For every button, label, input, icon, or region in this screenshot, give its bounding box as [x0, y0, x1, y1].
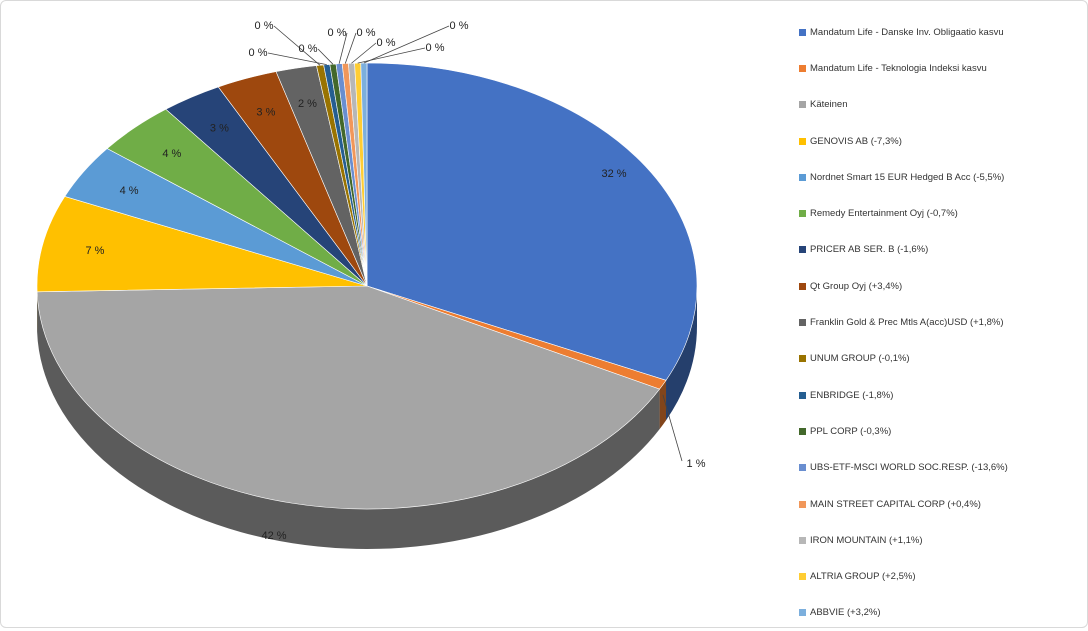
slice-label-8: 2 % — [298, 98, 317, 110]
legend-swatch — [799, 101, 806, 108]
legend-swatch — [799, 537, 806, 544]
legend-label: UNUM GROUP (-0,1%) — [810, 353, 910, 364]
legend-label: ALTRIA GROUP (+2,5%) — [810, 571, 916, 582]
leader-line-11 — [318, 49, 333, 64]
legend-item: Mandatum Life - Danske Inv. Obligaatio k… — [799, 14, 1084, 50]
slice-label-1: 1 % — [687, 458, 706, 470]
legend-item: PPL CORP (-0,3%) — [799, 413, 1084, 449]
legend-label: ABBVIE (+3,2%) — [810, 607, 881, 618]
slice-label-2: 42 % — [261, 530, 286, 542]
slice-label-9: 0 % — [255, 20, 274, 32]
legend-item: GENOVIS AB (-7,3%) — [799, 123, 1084, 159]
legend: Mandatum Life - Danske Inv. Obligaatio k… — [799, 14, 1084, 631]
legend-swatch — [799, 174, 806, 181]
legend-swatch — [799, 138, 806, 145]
legend-item: UBS-ETF-MSCI WORLD SOC.RESP. (-13,6%) — [799, 450, 1084, 486]
legend-label: IRON MOUNTAIN (+1,1%) — [810, 535, 923, 546]
legend-swatch — [799, 355, 806, 362]
slice-label-3: 7 % — [85, 245, 104, 257]
legend-swatch — [799, 428, 806, 435]
legend-label: Franklin Gold & Prec Mtls A(acc)USD (+1,… — [810, 317, 1003, 328]
legend-item: Nordnet Smart 15 EUR Hedged B Acc (-5,5%… — [799, 159, 1084, 195]
legend-swatch — [799, 246, 806, 253]
legend-item: PRICER AB SER. B (-1,6%) — [799, 232, 1084, 268]
legend-label: Mandatum Life - Danske Inv. Obligaatio k… — [810, 27, 1004, 38]
legend-item: ALTRIA GROUP (+2,5%) — [799, 558, 1084, 594]
legend-swatch — [799, 29, 806, 36]
slice-label-12: 0 % — [328, 27, 347, 39]
legend-swatch — [799, 501, 806, 508]
legend-label: MAIN STREET CAPITAL CORP (+0,4%) — [810, 499, 981, 510]
slice-label-10: 0 % — [249, 47, 268, 59]
legend-label: Nordnet Smart 15 EUR Hedged B Acc (-5,5%… — [810, 172, 1004, 183]
legend-item: Käteinen — [799, 87, 1084, 123]
legend-swatch — [799, 283, 806, 290]
legend-item: Franklin Gold & Prec Mtls A(acc)USD (+1,… — [799, 304, 1084, 340]
legend-label: UBS-ETF-MSCI WORLD SOC.RESP. (-13,6%) — [810, 462, 1008, 473]
legend-swatch — [799, 210, 806, 217]
legend-label: Qt Group Oyj (+3,4%) — [810, 281, 902, 292]
legend-item: ABBVIE (+3,2%) — [799, 595, 1084, 631]
legend-item: Remedy Entertainment Oyj (-0,7%) — [799, 195, 1084, 231]
legend-label: Remedy Entertainment Oyj (-0,7%) — [810, 208, 958, 219]
legend-label: PPL CORP (-0,3%) — [810, 426, 891, 437]
legend-swatch — [799, 392, 806, 399]
slice-label-5: 4 % — [162, 148, 181, 160]
legend-label: ENBRIDGE (-1,8%) — [810, 390, 893, 401]
legend-item: Mandatum Life - Teknologia Indeksi kasvu — [799, 50, 1084, 86]
slice-label-14: 0 % — [377, 37, 396, 49]
legend-item: IRON MOUNTAIN (+1,1%) — [799, 522, 1084, 558]
legend-label: PRICER AB SER. B (-1,6%) — [810, 244, 928, 255]
legend-swatch — [799, 464, 806, 471]
slice-label-11: 0 % — [299, 43, 318, 55]
slice-label-13: 0 % — [357, 27, 376, 39]
legend-swatch — [799, 65, 806, 72]
leader-line-13 — [345, 33, 356, 63]
legend-swatch — [799, 609, 806, 616]
legend-label: Käteinen — [810, 99, 848, 110]
slice-label-16: 0 % — [450, 20, 469, 32]
legend-item: Qt Group Oyj (+3,4%) — [799, 268, 1084, 304]
legend-label: GENOVIS AB (-7,3%) — [810, 136, 902, 147]
slice-label-0: 32 % — [601, 168, 626, 180]
slice-label-6: 3 % — [210, 122, 229, 134]
legend-item: MAIN STREET CAPITAL CORP (+0,4%) — [799, 486, 1084, 522]
legend-swatch — [799, 319, 806, 326]
slice-label-7: 3 % — [256, 107, 275, 119]
legend-item: UNUM GROUP (-0,1%) — [799, 341, 1084, 377]
leader-line-10 — [268, 53, 327, 65]
legend-swatch — [799, 573, 806, 580]
slice-label-4: 4 % — [120, 185, 139, 197]
legend-label: Mandatum Life - Teknologia Indeksi kasvu — [810, 63, 987, 74]
legend-item: ENBRIDGE (-1,8%) — [799, 377, 1084, 413]
slice-label-15: 0 % — [426, 42, 445, 54]
